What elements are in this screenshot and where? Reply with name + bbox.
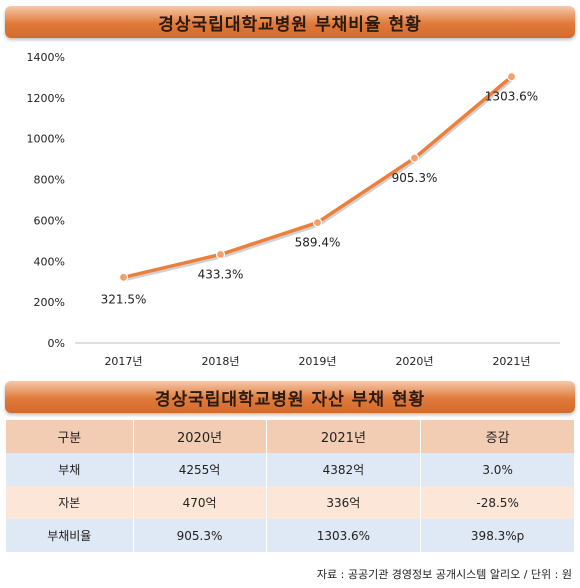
data-point <box>215 249 226 260</box>
table-row-debt: 부채 4255억 4382억 3.0% <box>6 453 574 486</box>
debt-ratio-line-chart: 0% 200% 400% 600% 800% 1000% 1200% 1400% 2017년 20… <box>27 51 560 368</box>
y-tick-label: 200% <box>34 296 65 309</box>
table-row-equity: 자본 470억 336억 -28.5% <box>6 486 574 519</box>
x-tick-label: 2020년 <box>395 355 433 368</box>
y-tick-label: 600% <box>34 214 65 227</box>
asset-debt-table: 구분 2020년 2021년 증감 부채 4255억 4382억 3.0% 자본… <box>6 420 574 552</box>
table-title: 경상국립대학교병원 자산 부채 현황 <box>154 389 426 410</box>
data-label: 905.3% <box>392 171 438 185</box>
cell-label: 부채 <box>6 453 134 486</box>
cell-2021: 1303.6% <box>266 519 422 552</box>
data-point <box>506 72 517 82</box>
chart-title-banner: 경상국립대학교병원 부채비율 현황 <box>5 6 575 38</box>
source-note: 자료 : 공공기관 경영정보 공개시스템 알리오 / 단위 : 원 <box>316 568 572 581</box>
x-tick-label: 2019년 <box>298 355 336 368</box>
data-point <box>118 272 129 282</box>
table-row-debt-ratio: 부채비율 905.3% 1303.6% 398.3%p <box>6 519 574 552</box>
data-label: 321.5% <box>101 292 147 306</box>
cell-label: 부채비율 <box>6 519 134 552</box>
cell-change: 3.0% <box>420 453 574 486</box>
cell-label: 자본 <box>6 486 134 519</box>
header-2020: 2020년 <box>133 420 267 453</box>
cell-2020: 470억 <box>133 486 267 519</box>
data-point <box>409 153 420 163</box>
cell-2021: 4382억 <box>266 453 422 486</box>
header-2021: 2021년 <box>266 420 422 453</box>
table-title-banner: 경상국립대학교병원 자산 부채 현황 <box>5 381 575 413</box>
y-tick-label: 1200% <box>27 92 65 105</box>
x-tick-label: 2017년 <box>104 355 142 368</box>
data-label: 433.3% <box>198 267 244 281</box>
y-tick-label: 800% <box>34 174 65 187</box>
cell-change: 398.3%p <box>420 519 574 552</box>
header-category: 구분 <box>6 420 134 453</box>
y-tick-label: 400% <box>34 255 65 268</box>
cell-2021: 336억 <box>266 486 422 519</box>
data-label: 589.4% <box>295 236 341 250</box>
chart-title: 경상국립대학교병원 부채비율 현황 <box>158 14 422 35</box>
y-tick-label: 1000% <box>27 133 65 146</box>
cell-2020: 4255억 <box>133 453 267 486</box>
x-tick-label: 2021년 <box>492 355 530 368</box>
cell-change: -28.5% <box>420 486 574 519</box>
table-header-row: 구분 2020년 2021년 증감 <box>6 420 574 453</box>
data-label: 1303.6% <box>485 90 538 104</box>
y-tick-label: 0% <box>48 337 65 350</box>
data-point <box>312 217 323 228</box>
y-tick-label: 1400% <box>27 51 65 64</box>
header-change: 증감 <box>420 420 574 453</box>
x-tick-label: 2018년 <box>201 355 239 368</box>
cell-2020: 905.3% <box>133 519 267 552</box>
